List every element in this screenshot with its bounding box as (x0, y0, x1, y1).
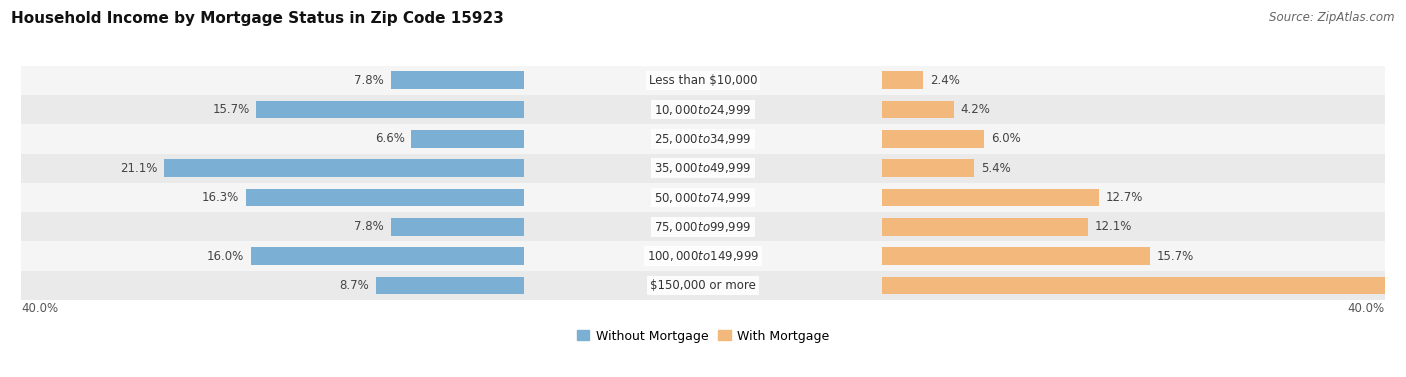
Text: 16.3%: 16.3% (202, 191, 239, 204)
Bar (391, 71, 524, 89)
Text: $75,000 to $99,999: $75,000 to $99,999 (654, 220, 752, 234)
Bar (21, 66, 1385, 95)
Bar (882, 130, 984, 148)
Text: Source: ZipAtlas.com: Source: ZipAtlas.com (1270, 11, 1395, 24)
Text: 6.6%: 6.6% (375, 132, 405, 146)
Bar (21, 242, 1385, 271)
Text: $25,000 to $34,999: $25,000 to $34,999 (654, 132, 752, 146)
Bar (21, 153, 1385, 183)
Text: 15.7%: 15.7% (1157, 250, 1194, 263)
Bar (882, 189, 1098, 206)
Bar (165, 159, 524, 177)
Text: Less than $10,000: Less than $10,000 (648, 74, 758, 87)
Bar (882, 218, 1088, 236)
Text: 16.0%: 16.0% (207, 250, 245, 263)
Text: $50,000 to $74,999: $50,000 to $74,999 (654, 190, 752, 204)
Text: 2.4%: 2.4% (929, 74, 960, 87)
Text: 7.8%: 7.8% (354, 220, 384, 233)
Text: 4.2%: 4.2% (960, 103, 990, 116)
Bar (246, 189, 524, 206)
Bar (21, 95, 1385, 124)
Bar (882, 247, 1150, 265)
Bar (391, 218, 524, 236)
Bar (21, 124, 1385, 153)
Text: 8.7%: 8.7% (339, 279, 368, 292)
Text: 21.1%: 21.1% (120, 162, 157, 175)
Text: 15.7%: 15.7% (212, 103, 249, 116)
Text: Household Income by Mortgage Status in Zip Code 15923: Household Income by Mortgage Status in Z… (11, 11, 505, 26)
Text: 5.4%: 5.4% (981, 162, 1011, 175)
Bar (256, 101, 524, 118)
Bar (882, 277, 1406, 294)
Text: $35,000 to $49,999: $35,000 to $49,999 (654, 161, 752, 175)
Text: 12.1%: 12.1% (1095, 220, 1132, 233)
Bar (882, 101, 953, 118)
Text: $150,000 or more: $150,000 or more (650, 279, 756, 292)
Bar (21, 212, 1385, 242)
Bar (882, 71, 922, 89)
Bar (21, 183, 1385, 212)
Bar (412, 130, 524, 148)
Text: $10,000 to $24,999: $10,000 to $24,999 (654, 103, 752, 116)
Text: 7.8%: 7.8% (354, 74, 384, 87)
Text: 12.7%: 12.7% (1105, 191, 1143, 204)
Text: 40.0%: 40.0% (21, 302, 58, 314)
Bar (21, 271, 1385, 300)
Bar (882, 159, 974, 177)
Text: $100,000 to $149,999: $100,000 to $149,999 (647, 249, 759, 263)
Text: 6.0%: 6.0% (991, 132, 1021, 146)
Legend: Without Mortgage, With Mortgage: Without Mortgage, With Mortgage (572, 325, 834, 348)
Bar (375, 277, 524, 294)
Text: 40.0%: 40.0% (1348, 302, 1385, 314)
Bar (252, 247, 524, 265)
